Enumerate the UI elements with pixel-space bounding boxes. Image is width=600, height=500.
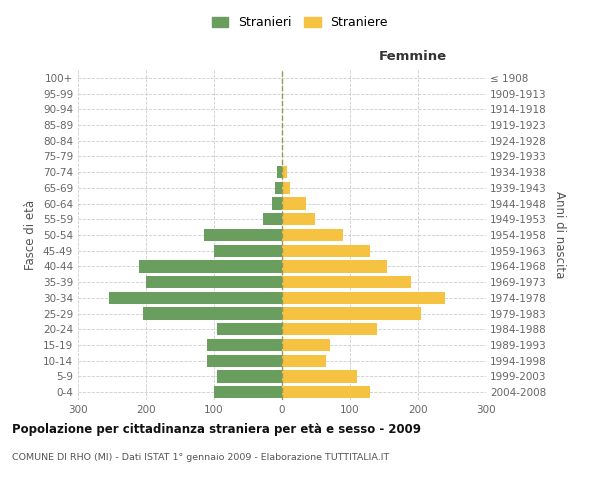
- Bar: [214, 244, 282, 257]
- Bar: [282, 213, 314, 226]
- Bar: [207, 339, 282, 351]
- Text: Femmine: Femmine: [379, 50, 446, 64]
- Bar: [282, 339, 329, 351]
- Bar: [282, 198, 306, 209]
- Text: Popolazione per cittadinanza straniera per età e sesso - 2009: Popolazione per cittadinanza straniera p…: [12, 422, 421, 436]
- Bar: [143, 308, 282, 320]
- Bar: [282, 370, 357, 382]
- Bar: [282, 244, 370, 257]
- Y-axis label: Fasce di età: Fasce di età: [25, 200, 37, 270]
- Bar: [277, 166, 282, 178]
- Text: COMUNE DI RHO (MI) - Dati ISTAT 1° gennaio 2009 - Elaborazione TUTTITALIA.IT: COMUNE DI RHO (MI) - Dati ISTAT 1° genna…: [12, 452, 389, 462]
- Bar: [109, 292, 282, 304]
- Bar: [217, 370, 282, 382]
- Bar: [207, 354, 282, 367]
- Bar: [282, 386, 370, 398]
- Bar: [275, 182, 282, 194]
- Bar: [282, 260, 388, 272]
- Bar: [139, 260, 282, 272]
- Bar: [282, 166, 287, 178]
- Bar: [282, 276, 411, 288]
- Bar: [272, 198, 282, 209]
- Bar: [263, 213, 282, 226]
- Bar: [282, 229, 343, 241]
- Y-axis label: Anni di nascita: Anni di nascita: [553, 192, 566, 278]
- Bar: [282, 354, 326, 367]
- Bar: [204, 229, 282, 241]
- Bar: [214, 386, 282, 398]
- Bar: [282, 323, 377, 336]
- Legend: Stranieri, Straniere: Stranieri, Straniere: [207, 11, 393, 34]
- Bar: [282, 182, 290, 194]
- Bar: [282, 292, 445, 304]
- Bar: [282, 308, 421, 320]
- Bar: [217, 323, 282, 336]
- Bar: [146, 276, 282, 288]
